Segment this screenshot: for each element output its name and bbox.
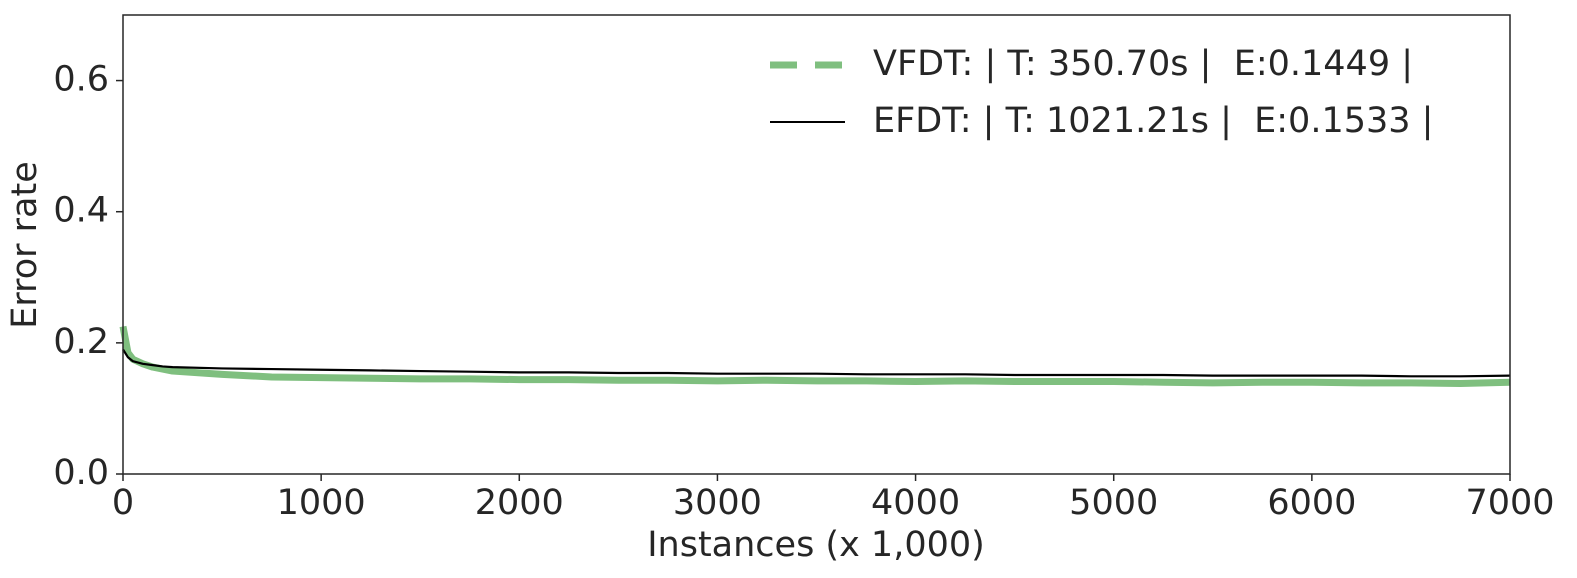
x-tick-label: 0 [112,483,134,523]
plot-frame [122,14,1511,475]
x-tick-label: 6000 [1267,483,1356,523]
y-tick-label: 0.6 [53,60,109,100]
x-tick-label: 4000 [871,483,960,523]
legend-label: EFDT: | T: 1021.21s | E:0.1533 | [873,101,1433,141]
y-tick-label: 0.4 [53,191,109,231]
y-tick-label: 0.2 [53,322,109,362]
x-tick-label: 1000 [277,483,366,523]
y-axis-label: Error rate [5,161,45,329]
x-axis-label: Instances (x 1,000) [647,525,985,565]
legend-label: VFDT: | T: 350.70s | E:0.1449 | [873,44,1413,84]
series-line [122,348,1511,378]
x-tick-label: 3000 [673,483,762,523]
series-line [119,325,1511,388]
x-tick-label: 5000 [1069,483,1158,523]
x-tick-label: 2000 [475,483,564,523]
y-tick-label: 0.0 [53,453,109,493]
x-tick-label: 7000 [1465,483,1554,523]
